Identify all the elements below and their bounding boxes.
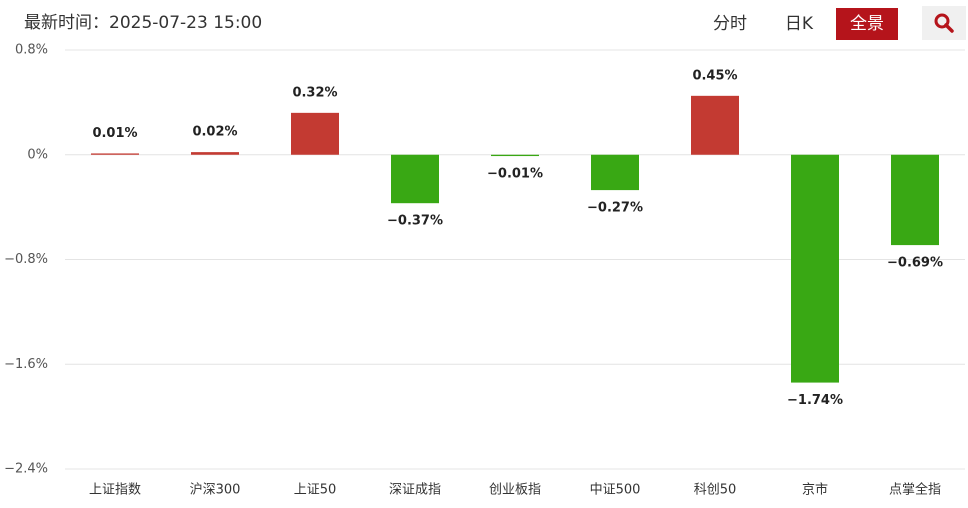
y-tick-label: 0% (27, 147, 48, 162)
x-tick-label: 沪深300 (190, 482, 241, 498)
search-bg (922, 6, 966, 40)
value-label: 0.02% (192, 125, 237, 140)
search-icon (934, 13, 950, 29)
value-label: −0.27% (587, 201, 643, 216)
y-tick-label: −2.4% (4, 462, 48, 477)
bar (591, 154, 639, 191)
bar (691, 95, 739, 155)
tab[interactable]: 日K (785, 14, 814, 34)
bar (491, 154, 539, 157)
y-tick-label: −1.6% (4, 357, 48, 372)
value-label: −0.69% (887, 256, 943, 271)
value-label: −1.74% (787, 393, 843, 408)
active-tab-bg (836, 8, 898, 40)
x-tick-label: 京市 (802, 482, 828, 498)
y-tick-label: 0.8% (15, 43, 48, 58)
bar (391, 154, 439, 204)
tab[interactable]: 分时 (713, 14, 747, 34)
value-label: 0.01% (92, 126, 137, 141)
x-tick-label: 深证成指 (389, 483, 441, 498)
search-icon (944, 23, 954, 33)
tab-active[interactable]: 全景 (850, 14, 884, 34)
value-label: 0.45% (692, 68, 737, 83)
bar (891, 154, 939, 246)
value-label: −0.01% (487, 167, 543, 182)
bar (791, 154, 839, 383)
search-button[interactable] (922, 6, 966, 40)
y-tick-label: −0.8% (4, 252, 48, 267)
bar (191, 152, 239, 155)
x-tick-label: 中证500 (590, 483, 641, 498)
x-tick-label: 创业板指 (489, 483, 541, 498)
x-tick-label: 上证指数 (89, 483, 141, 498)
value-label: 0.32% (292, 85, 337, 100)
bar (291, 112, 339, 155)
time-label: 最新时间：2025-07-23 15:00 (24, 13, 262, 33)
x-tick-label: 上证50 (294, 483, 337, 498)
x-tick-label: 科创50 (694, 483, 737, 498)
value-label: −0.37% (387, 214, 443, 229)
x-tick-label: 点掌全指 (889, 482, 941, 498)
bar (91, 153, 139, 155)
